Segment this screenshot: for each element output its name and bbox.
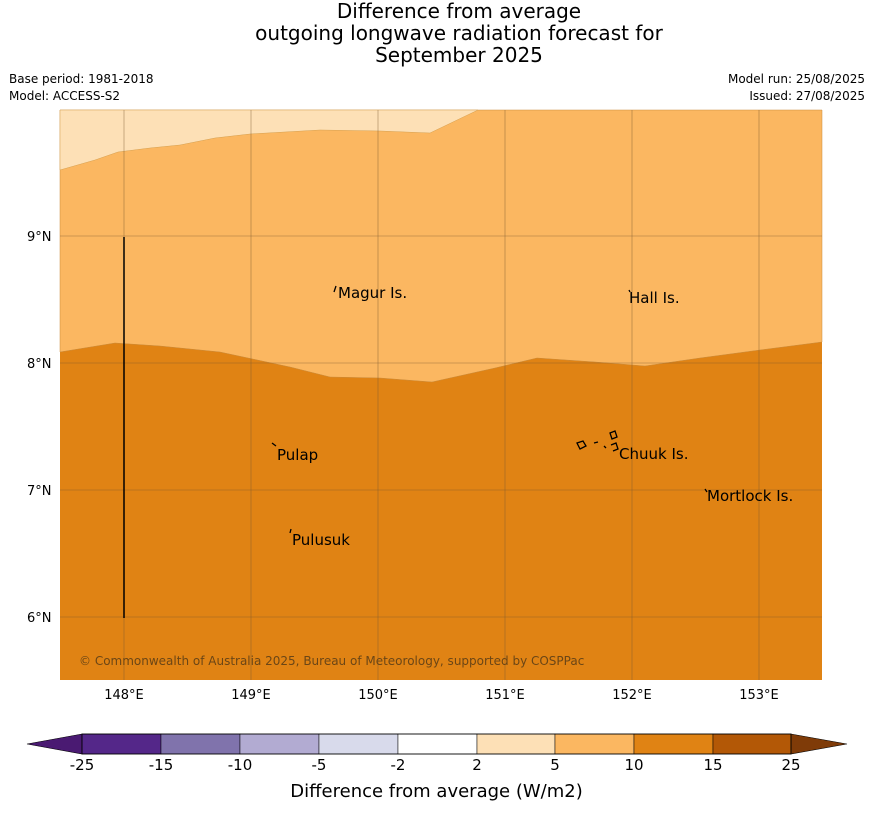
lon-label-148e: 148°E: [104, 688, 144, 703]
title-line-1: Difference from average: [336, 0, 582, 23]
colorbar-segment-10-15: [633, 733, 714, 755]
island-pulap: [271, 442, 277, 447]
label-hall: Hall Is.: [629, 289, 680, 307]
colorbar-label-10: 10: [624, 756, 644, 774]
label-pulap: Pulap: [277, 446, 318, 464]
lon-label-152e: 152°E: [612, 688, 652, 703]
colorbar-label-minus5: -5: [311, 756, 327, 774]
island-mortlock: [704, 488, 708, 493]
colorbar-title: Difference from average (W/m2): [290, 781, 583, 802]
colorbar-label-15: 15: [703, 756, 723, 774]
model-name: Model: ACCESS-S2: [9, 89, 121, 103]
lat-label-8n: 8°N: [27, 357, 52, 372]
island-markers: [271, 285, 708, 534]
label-magur: Magur Is.: [338, 284, 407, 302]
anomaly-band-5-10: [59, 109, 823, 383]
lon-label-153e: 153°E: [739, 688, 779, 703]
colorbar-segment-15-25: [712, 733, 792, 755]
base-period: Base period: 1981-2018: [9, 72, 154, 86]
meta-right: Model run: 25/08/2025 Issued: 27/08/2025: [728, 71, 865, 105]
colorbar-segment-2-5: [476, 733, 556, 755]
meta-left: Base period: 1981-2018 Model: ACCESS-S2: [9, 71, 154, 105]
colorbar-label-minus25: -25: [69, 756, 95, 774]
island-magur: [333, 285, 337, 293]
island-chuuk-lagoon: [576, 430, 619, 452]
colorbar-label-5: 5: [550, 756, 560, 774]
island-hall: [628, 289, 631, 293]
colorbar-label-25: 25: [781, 756, 801, 774]
title-line-2: outgoing longwave radiation forecast for: [255, 21, 663, 45]
colorbar-segment-minus10-minus5: [239, 733, 320, 755]
anomaly-band-2-5: [59, 109, 479, 171]
colorbar-segment-minus2-2: [397, 733, 478, 755]
colorbar-segment-minus15-minus10: [160, 733, 241, 755]
colorbar: [26, 733, 848, 755]
lon-label-151e: 151°E: [485, 688, 525, 703]
chart-title: Difference from average outgoing longwav…: [0, 0, 873, 66]
colorbar-segment-minus25-minus15: [81, 733, 162, 755]
title-line-3: September 2025: [375, 43, 543, 67]
copyright-notice: © Commonwealth of Australia 2025, Bureau…: [79, 654, 584, 668]
model-run: Model run: 25/08/2025: [727, 72, 865, 86]
lon-label-149e: 149°E: [231, 688, 271, 703]
colorbar-label-minus15: -15: [148, 756, 174, 774]
colorbar-label-minus10: -10: [227, 756, 253, 774]
colorbar-segment-minus5-minus2: [318, 733, 399, 755]
label-mortlock: Mortlock Is.: [707, 487, 793, 505]
graticule: [60, 110, 822, 680]
colorbar-segment-5-10: [554, 733, 635, 755]
issued-date: Issued: 27/08/2025: [749, 89, 865, 103]
island-pulusuk: [289, 528, 292, 534]
lat-label-6n: 6°N: [27, 611, 52, 626]
lat-label-9n: 9°N: [27, 230, 52, 245]
label-chuuk: Chuuk Is.: [619, 445, 688, 463]
colorbar-high-extension: [790, 733, 848, 755]
lon-label-150e: 150°E: [358, 688, 398, 703]
colorbar-label-minus2: -2: [390, 756, 406, 774]
lat-label-7n: 7°N: [27, 484, 52, 499]
colorbar-low-extension: [26, 733, 83, 755]
colorbar-outline: [81, 733, 792, 755]
label-pulusuk: Pulusuk: [292, 531, 350, 549]
colorbar-label-2: 2: [472, 756, 482, 774]
